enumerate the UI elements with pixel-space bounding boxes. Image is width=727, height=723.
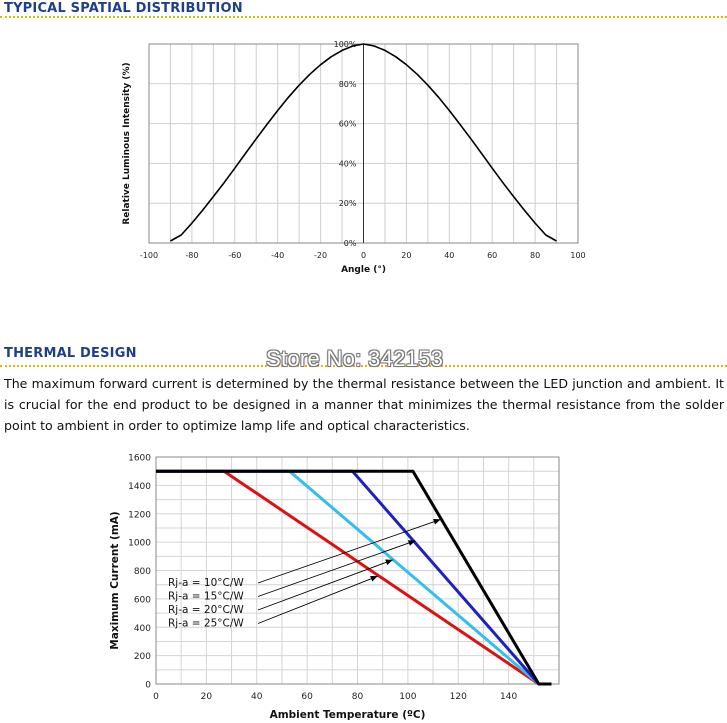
x-tick-label: -20 [314,251,327,260]
x-tick-label: 0 [361,251,366,260]
section-heading-thermal: THERMAL DESIGN [4,346,137,361]
plot-frame [155,456,560,685]
x-tick-label: 100 [570,251,585,260]
annotation-arrow [257,518,441,584]
y-tick-label: 100% [334,40,357,49]
x-tick-label: -60 [228,251,241,260]
x-tick-label: 20 [401,251,411,260]
store-watermark: Store No: 342153 [266,346,444,371]
annotation-arrow [257,540,416,597]
y-tick-label: 600 [134,595,151,605]
y-tick-label: 60% [339,120,357,129]
y-axis-label: Maximum Current (mA) [109,511,121,649]
y-tick-label: 200 [134,652,151,662]
intensity-curve [170,43,557,242]
y-tick-label: 400 [134,624,151,634]
series-line [156,469,552,686]
annotation-arrow [257,559,393,611]
thermal-description: The maximum forward current is determine… [4,376,724,433]
heading-divider [0,16,727,18]
x-tick-label: 140 [500,692,517,702]
y-tick-label: 1000 [128,539,151,549]
x-tick-label: 80 [352,692,364,702]
x-tick-label: -100 [140,251,158,260]
y-tick-label: 800 [134,567,151,577]
x-tick-label: 60 [487,251,497,260]
x-tick-label: -80 [185,251,198,260]
y-tick-label: 1600 [128,454,151,464]
y-tick-label: 1200 [128,510,151,520]
x-axis-label: Angle (°) [341,265,386,275]
heading-divider [0,365,727,367]
x-tick-label: 120 [450,692,467,702]
x-tick-label: 100 [399,692,416,702]
x-axis-label: Ambient Temperature (ºC) [270,709,426,721]
y-axis-label: Relative Luminous Intensity (%) [122,62,132,224]
x-tick-label: 40 [444,251,454,260]
annotation-label: Rj-a = 20°C/W [168,604,244,616]
y-tick-label: 1400 [128,482,151,492]
annotation-arrow [257,575,378,624]
section-heading-spatial: TYPICAL SPATIAL DISTRIBUTION [4,1,243,16]
annotation-label: Rj-a = 25°C/W [168,618,244,630]
annotation-label: Rj-a = 10°C/W [168,577,244,589]
y-tick-label: 20% [339,199,357,208]
y-tick-label: 0% [344,239,357,248]
x-tick-label: 40 [251,692,263,702]
y-tick-label: 0 [145,681,151,691]
x-tick-label: 0 [153,692,159,702]
y-tick-label: 40% [339,159,357,168]
x-tick-label: 80 [530,251,540,260]
annotation-label: Rj-a = 15°C/W [168,591,244,603]
x-tick-label: 60 [301,692,313,702]
spatial-distribution-chart: 0% 20% 40% 60% 80% 100% -100 -80 -60 -40 -20 0 20 40 6… [122,40,586,275]
max-current-chart: 0 200 400 600 800 1000 1200 1400 1600 0 20 40 60 80 10… [109,454,560,721]
x-tick-label: -40 [271,251,284,260]
x-tick-label: 20 [201,692,213,702]
y-tick-label: 80% [339,80,357,89]
